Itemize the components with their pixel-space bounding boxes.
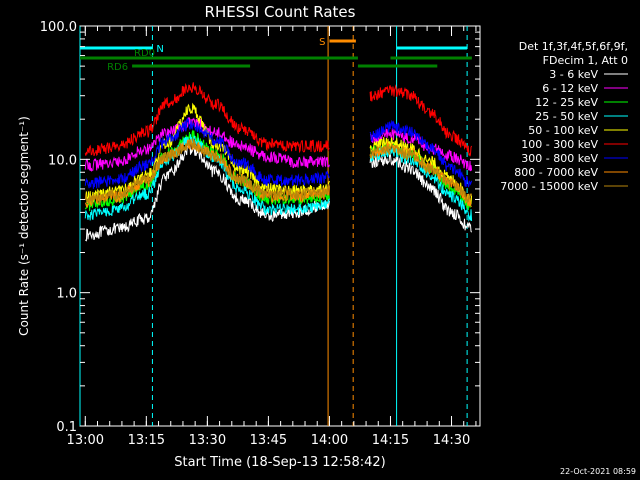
series-line-6-part-0 [84, 117, 330, 189]
x-tick-label-5: 14:15 [372, 433, 409, 448]
x-tick-label-3: 13:45 [250, 433, 287, 448]
series-line-6-part-1 [369, 119, 473, 188]
footer-date: 22-Oct-2021 08:59 [560, 467, 636, 476]
legend-label-1: 6 - 12 keV [542, 82, 598, 95]
legend-label-3: 25 - 50 keV [535, 110, 598, 123]
legend-label-7: 800 - 7000 keV [514, 166, 598, 179]
vertical-markers [79, 26, 468, 426]
x-axis-ticks: 13:00 13:15 13:30 13:45 14:00 14:15 14:30 [67, 26, 477, 448]
flag-label-0: N [156, 44, 163, 55]
series-line-5-part-1 [369, 84, 473, 157]
x-tick-label-2: 13:30 [189, 433, 226, 448]
series-line-1-part-0 [84, 117, 330, 173]
legend-label-4: 50 - 100 keV [528, 124, 598, 137]
x-tick-label-1: 13:15 [128, 433, 165, 448]
flag-label-5: RD6 [107, 62, 128, 73]
flag-bars: N S RD0 RD6 [80, 37, 472, 73]
series-line-3-part-0 [84, 134, 330, 221]
legend-label-2: 12 - 25 keV [535, 96, 598, 109]
y-axis-label: Count Rate (s⁻¹ detector segment⁻¹) [17, 116, 31, 336]
legend-label-6: 300 - 800 keV [521, 152, 598, 165]
series-line-5-part-0 [84, 82, 330, 157]
series-line-0-part-1 [369, 152, 473, 233]
x-axis-label: Start Time (18-Sep-13 12:58:42) [174, 455, 385, 470]
y-tick-label-3: 100.0 [40, 20, 77, 35]
legend: Det 1f,3f,4f,5f,6f,9f, FDecim 1, Att 0 3… [500, 40, 628, 193]
y-tick-label-2: 10.0 [48, 153, 77, 168]
y-tick-label-0: 0.1 [56, 420, 77, 435]
series-line-0-part-0 [84, 141, 330, 242]
series-line-8-part-1 [369, 144, 473, 203]
chart-title: RHESSI Count Rates [205, 3, 356, 21]
series-line-1-part-1 [370, 128, 473, 172]
x-tick-label-6: 14:30 [433, 433, 470, 448]
x-tick-label-4: 14:00 [311, 433, 348, 448]
flag-label-2: S [319, 37, 325, 48]
legend-header-line-2: FDecim 1, Att 0 [543, 54, 628, 67]
y-tick-label-1: 1.0 [56, 287, 77, 302]
legend-header-line-1: Det 1f,3f,4f,5f,6f,9f, [519, 40, 628, 53]
legend-label-0: 3 - 6 keV [549, 68, 598, 81]
plot-area: N S RD0 RD6 0.1 1.0 10.0 100.0 13:00 13:15 13:30… [40, 20, 481, 448]
flag-label-3: RD0 [134, 48, 155, 59]
series-line-8-part-0 [84, 138, 330, 205]
plot-frame [79, 25, 481, 427]
series-lines [84, 82, 473, 242]
legend-label-8: 7000 - 15000 keV [500, 180, 598, 193]
x-tick-label-0: 13:00 [67, 433, 104, 448]
y-axis-ticks: 0.1 1.0 10.0 100.0 [40, 20, 480, 435]
legend-label-5: 100 - 300 keV [521, 138, 598, 151]
